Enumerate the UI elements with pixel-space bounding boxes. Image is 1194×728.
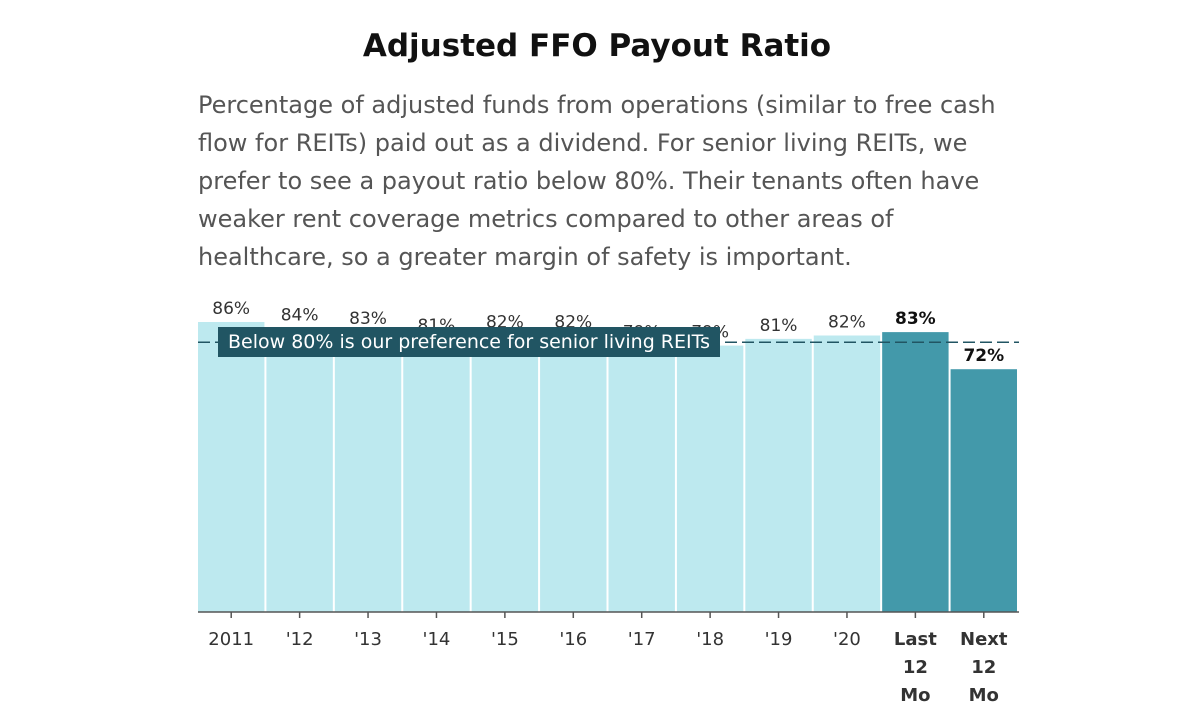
bar — [745, 338, 812, 612]
data-label: 83% — [349, 309, 387, 329]
x-tick-label: '20 — [833, 629, 861, 650]
x-tick-label: '14 — [423, 629, 451, 650]
bar — [882, 332, 949, 612]
bar — [334, 332, 402, 612]
data-label: 84% — [281, 306, 319, 326]
x-tick-label: 2011 — [208, 629, 254, 650]
x-tick-label: Next 12 Mo — [960, 629, 1008, 706]
x-tick-label: '15 — [491, 629, 519, 650]
chart-title: Adjusted FFO Payout Ratio — [362, 28, 832, 64]
data-label: 82% — [828, 312, 866, 332]
x-tick-label: '17 — [628, 629, 656, 650]
bar — [813, 335, 881, 612]
bar — [950, 369, 1017, 612]
bar — [198, 322, 265, 612]
x-tick-label: '16 — [559, 629, 587, 650]
reference-line-label: Below 80% is our preference for senior l… — [218, 327, 720, 357]
data-label: 86% — [212, 299, 250, 319]
bar — [676, 345, 744, 612]
bar — [266, 328, 333, 612]
x-tick-label: '13 — [354, 629, 382, 650]
data-label: 83% — [895, 309, 936, 329]
chart-subtitle: Percentage of adjusted funds from operat… — [198, 91, 996, 271]
data-label: 81% — [760, 316, 798, 336]
x-tick-label: '19 — [765, 629, 793, 650]
x-tick-label: '18 — [696, 629, 724, 650]
bar — [471, 335, 539, 612]
bar — [403, 338, 470, 612]
x-tick-label: '12 — [286, 629, 314, 650]
bar — [608, 345, 675, 612]
data-label: 72% — [963, 346, 1004, 366]
x-tick-label: Last 12 Mo — [894, 629, 937, 706]
bar — [540, 335, 607, 612]
